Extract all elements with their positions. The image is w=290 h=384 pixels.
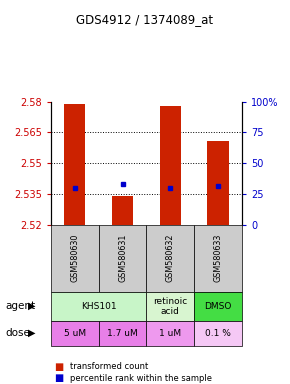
Text: GSM580631: GSM580631	[118, 234, 127, 282]
Text: 0.1 %: 0.1 %	[205, 329, 231, 338]
Bar	[112, 196, 133, 225]
Text: GSM580633: GSM580633	[214, 234, 223, 282]
Bar	[207, 141, 229, 225]
Text: DMSO: DMSO	[204, 302, 232, 311]
Text: KHS101: KHS101	[81, 302, 116, 311]
Text: 5 uM: 5 uM	[64, 329, 86, 338]
Text: GSM580632: GSM580632	[166, 234, 175, 283]
Text: retinoic
acid: retinoic acid	[153, 296, 188, 316]
Text: 1 uM: 1 uM	[159, 329, 182, 338]
Bar	[160, 106, 181, 225]
Text: agent: agent	[6, 301, 36, 311]
Text: dose: dose	[6, 328, 31, 338]
Text: GDS4912 / 1374089_at: GDS4912 / 1374089_at	[77, 13, 213, 26]
Text: transformed count: transformed count	[70, 362, 148, 371]
Text: GSM580630: GSM580630	[70, 234, 79, 282]
Text: percentile rank within the sample: percentile rank within the sample	[70, 374, 212, 383]
Text: ■: ■	[54, 362, 63, 372]
Bar	[64, 104, 86, 225]
Text: 1.7 uM: 1.7 uM	[107, 329, 138, 338]
Text: ▶: ▶	[28, 301, 36, 311]
Text: ■: ■	[54, 373, 63, 383]
Text: ▶: ▶	[28, 328, 36, 338]
